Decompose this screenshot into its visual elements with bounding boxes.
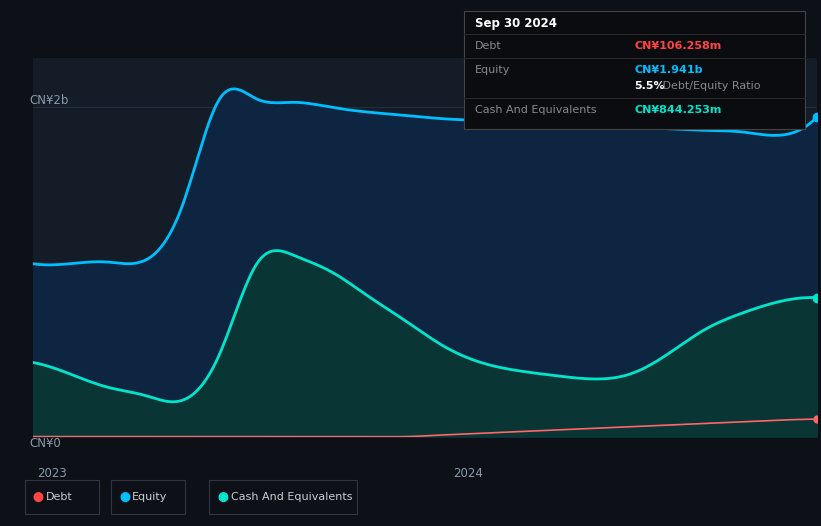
Text: Equity: Equity xyxy=(132,492,167,502)
Text: CN¥844.253m: CN¥844.253m xyxy=(635,105,722,115)
Text: Equity: Equity xyxy=(475,65,510,75)
Text: ⬤: ⬤ xyxy=(119,492,130,502)
Text: 2023: 2023 xyxy=(38,467,67,480)
Text: Sep 30 2024: Sep 30 2024 xyxy=(475,17,557,30)
Text: CN¥0: CN¥0 xyxy=(29,437,61,450)
Text: ⬤: ⬤ xyxy=(33,492,44,502)
Text: CN¥1.941b: CN¥1.941b xyxy=(635,65,703,75)
Text: 2024: 2024 xyxy=(453,467,483,480)
Text: ⬤: ⬤ xyxy=(218,492,228,502)
Text: CN¥2b: CN¥2b xyxy=(29,94,68,107)
Text: Cash And Equivalents: Cash And Equivalents xyxy=(475,105,596,115)
Text: Debt/Equity Ratio: Debt/Equity Ratio xyxy=(659,81,760,92)
Text: Cash And Equivalents: Cash And Equivalents xyxy=(231,492,352,502)
Text: Debt: Debt xyxy=(475,41,502,51)
Text: Debt: Debt xyxy=(46,492,73,502)
Text: CN¥106.258m: CN¥106.258m xyxy=(635,41,722,51)
Text: 5.5%: 5.5% xyxy=(635,81,665,92)
